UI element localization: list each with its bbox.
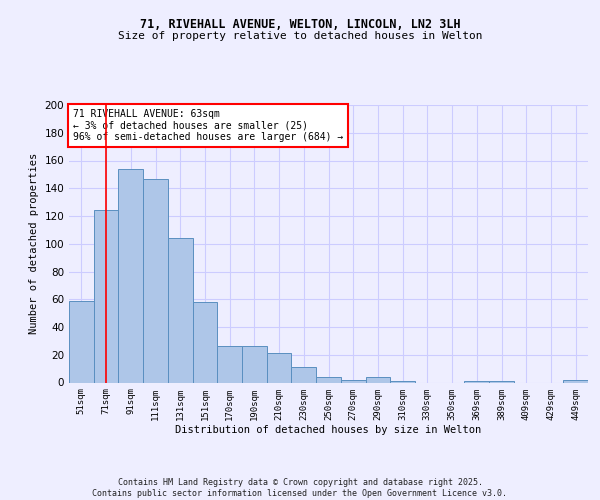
Bar	[217, 346, 242, 382]
Bar	[242, 346, 267, 382]
Bar	[292, 367, 316, 382]
Text: 71 RIVEHALL AVENUE: 63sqm
← 3% of detached houses are smaller (25)
96% of semi-d: 71 RIVEHALL AVENUE: 63sqm ← 3% of detach…	[73, 109, 343, 142]
Text: 71, RIVEHALL AVENUE, WELTON, LINCOLN, LN2 3LH: 71, RIVEHALL AVENUE, WELTON, LINCOLN, LN…	[140, 18, 460, 32]
Bar	[267, 354, 292, 382]
Bar	[563, 380, 588, 382]
Bar	[464, 381, 489, 382]
Y-axis label: Number of detached properties: Number of detached properties	[29, 153, 39, 334]
Bar	[316, 377, 341, 382]
X-axis label: Distribution of detached houses by size in Welton: Distribution of detached houses by size …	[175, 425, 482, 435]
Text: Size of property relative to detached houses in Welton: Size of property relative to detached ho…	[118, 31, 482, 41]
Bar	[489, 381, 514, 382]
Bar	[365, 377, 390, 382]
Bar	[143, 178, 168, 382]
Bar	[69, 300, 94, 382]
Bar	[118, 169, 143, 382]
Bar	[193, 302, 217, 382]
Bar	[390, 381, 415, 382]
Bar	[168, 238, 193, 382]
Bar	[94, 210, 118, 382]
Bar	[341, 380, 365, 382]
Text: Contains HM Land Registry data © Crown copyright and database right 2025.
Contai: Contains HM Land Registry data © Crown c…	[92, 478, 508, 498]
